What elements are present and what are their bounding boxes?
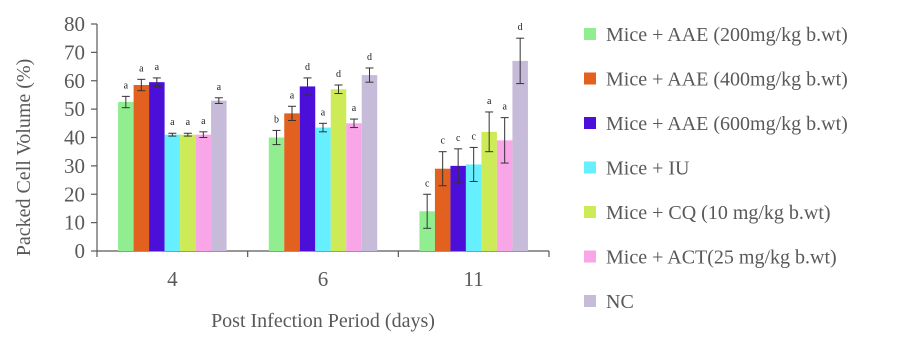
significance-label: a (487, 96, 492, 107)
legend-label: Mice + IU (606, 158, 690, 180)
y-tick-label: 30 (64, 154, 85, 178)
significance-label: a (290, 90, 295, 101)
significance-label: c (425, 178, 430, 189)
bar (512, 60, 528, 252)
significance-label: c (471, 131, 476, 142)
bar (361, 75, 378, 251)
bar (419, 211, 435, 251)
legend-swatch (584, 161, 596, 174)
significance-label: a (321, 107, 326, 118)
y-tick-label: 70 (64, 40, 85, 64)
legend-entry: Mice + CQ (10 mg/kg b.wt) (584, 202, 831, 224)
bar (465, 164, 482, 251)
bar (133, 85, 150, 251)
legend-swatch (584, 250, 596, 263)
significance-label: d (305, 62, 310, 73)
bar (481, 131, 497, 251)
y-tick-label: 20 (64, 182, 85, 206)
legend-swatch (584, 295, 596, 307)
bar (180, 134, 196, 251)
y-tick-label: 80 (64, 12, 85, 36)
y-tick-label: 60 (64, 69, 85, 93)
significance-label: d (518, 22, 523, 33)
bar (450, 165, 466, 251)
bar (284, 113, 300, 251)
significance-label: a (186, 117, 191, 128)
legend-entry: NC (584, 291, 634, 313)
y-axis-title: Packed Cell Volume (%) (13, 59, 35, 257)
significance-label: d (336, 69, 341, 80)
x-tick-label: 6 (318, 267, 329, 291)
x-axis-title: Post Infection Period (days) (211, 310, 435, 332)
significance-label: d (367, 52, 372, 63)
significance-label: a (170, 117, 175, 128)
bar (299, 86, 316, 251)
significance-label: a (502, 102, 507, 113)
x-tick-label: 11 (464, 267, 484, 291)
significance-label: a (217, 82, 222, 93)
y-tick-label: 50 (64, 97, 85, 121)
legend-entry: Mice + AAE (200mg/kg b.wt) (584, 24, 848, 46)
significance-label: c (456, 133, 461, 144)
y-tick-label: 10 (64, 211, 85, 235)
legend-swatch (584, 117, 596, 129)
bar (434, 168, 451, 251)
legend-label: Mice + AAE (600mg/kg b.wt) (606, 113, 848, 135)
significance-label: b (274, 114, 279, 125)
significance-label: c (440, 136, 445, 147)
significance-label: a (352, 103, 357, 114)
legend-label: Mice + ACT(25 mg/kg b.wt) (606, 247, 837, 269)
legend-entry: Mice + AAE (400mg/kg b.wt) (584, 69, 848, 91)
legend-swatch (584, 28, 596, 40)
bar (268, 137, 285, 251)
legend-label: Mice + AAE (400mg/kg b.wt) (606, 69, 848, 91)
legend-label: NC (606, 291, 634, 313)
legend-entry: Mice + IU (584, 158, 690, 180)
bar (195, 134, 212, 251)
bar (164, 134, 181, 251)
legend-swatch (584, 206, 596, 218)
bar (330, 89, 347, 251)
bar (118, 102, 134, 251)
legend-swatch (584, 72, 596, 85)
significance-label: a (155, 62, 160, 73)
bar (315, 127, 331, 251)
x-tick-label: 4 (167, 267, 178, 291)
bar (346, 123, 362, 251)
legend-entry: Mice + AAE (600mg/kg b.wt) (584, 113, 848, 135)
legend-label: Mice + CQ (10 mg/kg b.wt) (606, 202, 831, 224)
significance-label: a (124, 80, 129, 91)
bar (211, 100, 227, 251)
significance-label: a (139, 63, 144, 74)
bar (149, 82, 165, 251)
significance-label: a (201, 116, 206, 127)
y-tick-label: 40 (64, 126, 85, 150)
y-tick-label: 0 (75, 239, 86, 263)
legend-label: Mice + AAE (200mg/kg b.wt) (606, 24, 848, 46)
legend-entry: Mice + ACT(25 mg/kg b.wt) (584, 247, 837, 269)
bar (496, 140, 513, 251)
